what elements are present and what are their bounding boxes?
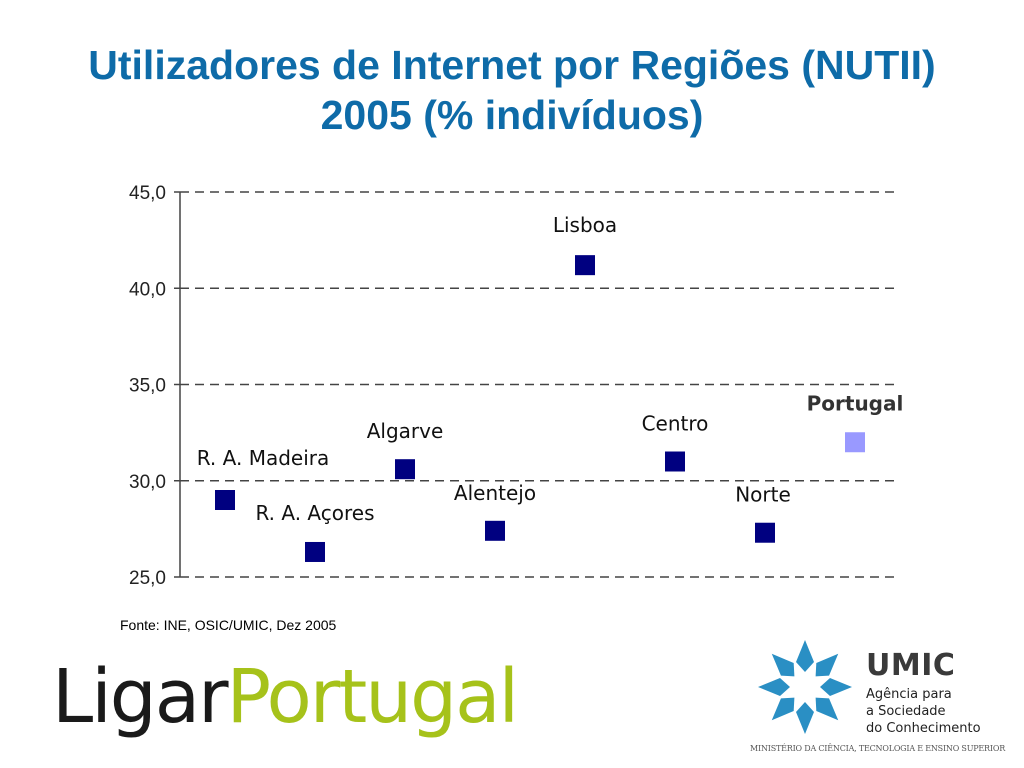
y-tick-label: 35,0 [129,376,166,397]
data-point-label: Norte [735,483,791,507]
umic-name: UMIC [866,648,956,683]
ligar-logo-part1: Ligar [52,654,229,740]
y-tick-label: 25,0 [129,568,166,589]
data-point [755,522,775,543]
data-point-label: Lisboa [553,213,617,237]
y-tick-label: 30,0 [129,472,166,493]
data-point [845,432,865,453]
y-tick-label: 45,0 [129,183,166,204]
ligar-logo-part2: Portugal [226,654,519,740]
data-point-label: Algarve [367,419,444,443]
title-line-2: 2005 (% indivíduos) [320,92,704,138]
data-point-label: Centro [642,412,709,436]
umic-logo-icon [758,640,852,734]
umic-sub-line-2: a Sociedade [866,704,946,719]
data-point [665,451,685,472]
data-point [305,541,325,562]
umic-sub-line-1: Agência para [866,687,952,702]
umic-subtitle: Agência para a Sociedade do Conhecimento [866,686,981,737]
data-point-label: Alentejo [454,481,536,505]
data-point-label: Portugal [807,391,904,415]
data-point [215,490,235,510]
ministry-caption: MINISTÉRIO DA CIÊNCIA, TECNOLOGIA E ENSI… [750,744,1006,753]
data-point [395,459,415,480]
data-point-label: R. A. Açores [255,501,374,525]
umic-sub-line-3: do Conhecimento [866,721,981,736]
title-line-1: Utilizadores de Internet por Regiões (NU… [88,42,936,88]
ligar-portugal-logo: LigarPortugal [52,652,519,742]
source-note: Fonte: INE, OSIC/UMIC, Dez 2005 [120,617,337,633]
data-point [575,255,595,276]
data-point-label: R. A. Madeira [197,446,330,470]
chart-title: Utilizadores de Internet por Regiões (NU… [0,40,1024,140]
y-tick-label: 40,0 [129,279,166,300]
data-point [485,520,505,541]
